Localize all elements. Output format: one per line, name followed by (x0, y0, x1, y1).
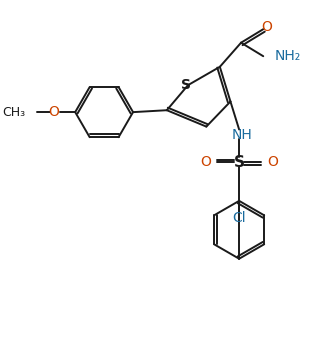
Text: S: S (181, 78, 191, 92)
Text: Cl: Cl (232, 211, 246, 225)
Text: O: O (49, 105, 59, 119)
Text: O: O (267, 155, 278, 169)
Text: NH: NH (232, 128, 252, 142)
Text: CH₃: CH₃ (2, 106, 25, 119)
Text: NH₂: NH₂ (275, 49, 301, 63)
Text: S: S (234, 155, 245, 170)
Text: O: O (200, 155, 211, 169)
Text: O: O (262, 20, 272, 34)
